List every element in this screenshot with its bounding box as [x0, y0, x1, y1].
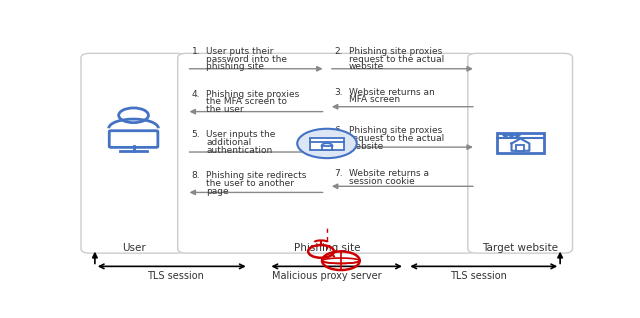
- Text: 5.: 5.: [191, 130, 200, 139]
- FancyBboxPatch shape: [497, 133, 544, 153]
- Text: 8.: 8.: [191, 171, 200, 180]
- Text: additional: additional: [207, 138, 252, 147]
- FancyBboxPatch shape: [81, 53, 186, 253]
- FancyBboxPatch shape: [178, 53, 476, 253]
- Text: password into the: password into the: [207, 55, 287, 64]
- Text: MFA screen: MFA screen: [349, 95, 400, 104]
- Text: Phishing site proxies: Phishing site proxies: [349, 47, 442, 56]
- Text: 4.: 4.: [191, 90, 200, 99]
- Text: TLS session: TLS session: [450, 271, 507, 281]
- Text: Malicious proxy server: Malicious proxy server: [272, 271, 382, 281]
- Text: Phishing site proxies: Phishing site proxies: [207, 90, 300, 99]
- Text: Website returns a: Website returns a: [349, 169, 429, 178]
- FancyBboxPatch shape: [516, 145, 524, 151]
- FancyBboxPatch shape: [468, 53, 573, 253]
- Text: 6.: 6.: [334, 126, 342, 135]
- Text: Phishing site proxies: Phishing site proxies: [349, 126, 442, 135]
- FancyBboxPatch shape: [310, 138, 344, 150]
- Text: the user: the user: [207, 105, 244, 114]
- Text: Target website: Target website: [483, 243, 559, 252]
- Text: page: page: [207, 187, 229, 196]
- Text: TLS session: TLS session: [147, 271, 204, 281]
- Text: request to the actual: request to the actual: [349, 55, 444, 64]
- Text: 2.: 2.: [334, 47, 342, 56]
- Text: 7.: 7.: [334, 169, 342, 178]
- Circle shape: [509, 134, 514, 136]
- Text: Phishing site: Phishing site: [294, 243, 360, 252]
- Text: User: User: [122, 243, 145, 252]
- Text: authentication: authentication: [207, 146, 273, 155]
- FancyBboxPatch shape: [322, 146, 332, 150]
- Text: 1.: 1.: [191, 47, 200, 56]
- Text: website: website: [349, 62, 384, 72]
- Text: website: website: [349, 142, 384, 151]
- Text: request to the actual: request to the actual: [349, 134, 444, 143]
- Text: the MFA screen to: the MFA screen to: [207, 97, 287, 107]
- Text: User inputs the: User inputs the: [207, 130, 276, 139]
- FancyBboxPatch shape: [109, 131, 158, 147]
- Text: the user to another: the user to another: [207, 179, 294, 188]
- Text: User puts their: User puts their: [207, 47, 274, 56]
- Text: phishing site: phishing site: [207, 62, 264, 72]
- Circle shape: [297, 129, 356, 158]
- Text: 3.: 3.: [334, 88, 342, 97]
- Circle shape: [515, 134, 520, 136]
- Text: Phishing site redirects: Phishing site redirects: [207, 171, 307, 180]
- Circle shape: [503, 134, 508, 136]
- Text: Website returns an: Website returns an: [349, 88, 435, 97]
- Text: session cookie: session cookie: [349, 177, 415, 186]
